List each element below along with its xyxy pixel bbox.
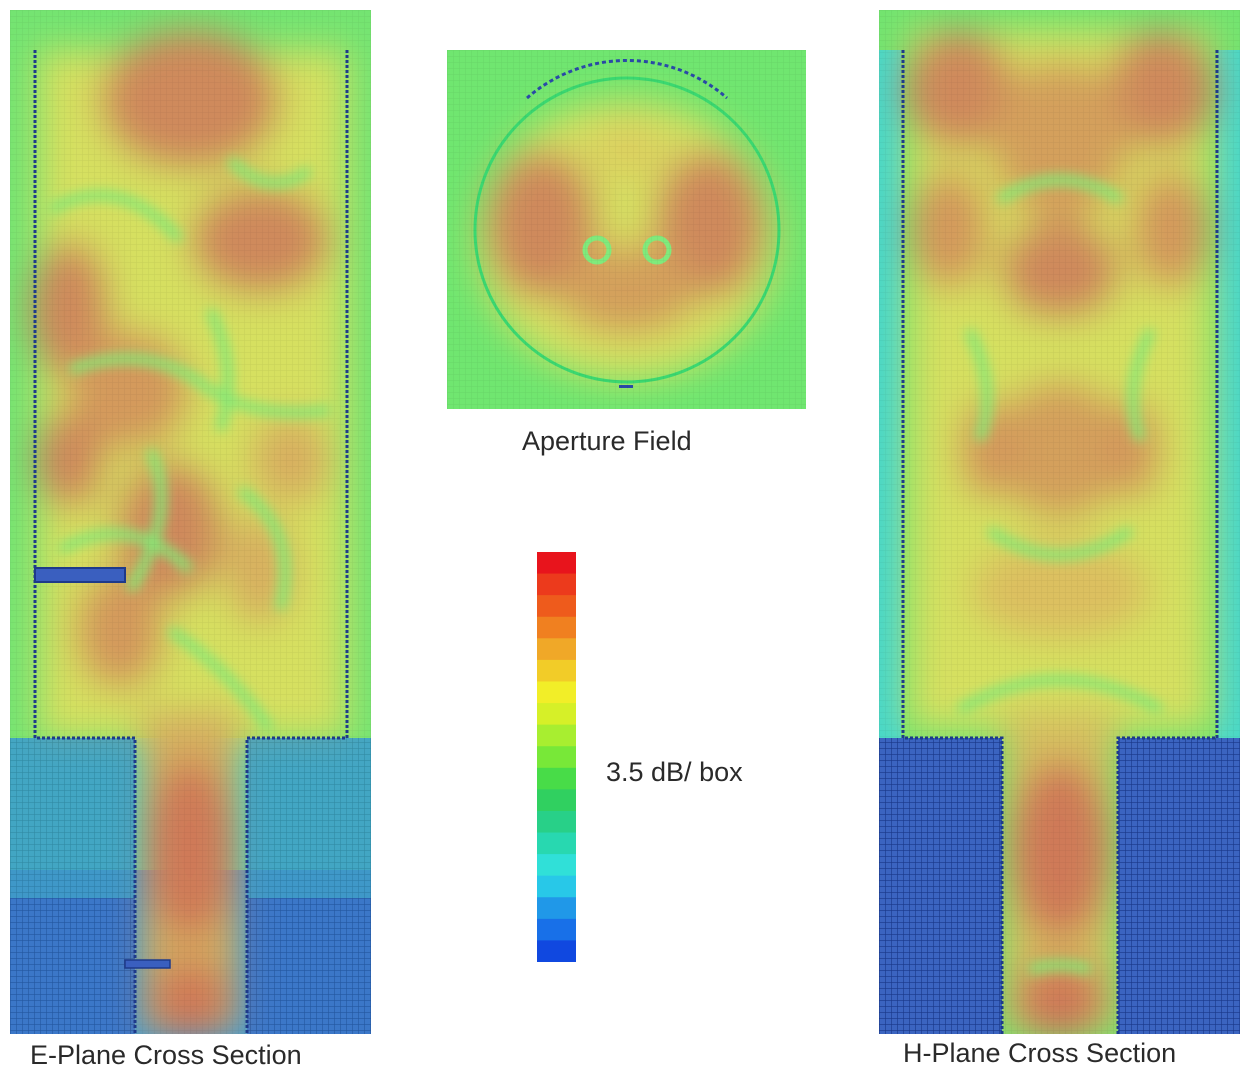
scale-label: 3.5 dB/ box [606,757,743,787]
h-plane-caption: H-Plane Cross Section [903,1038,1177,1068]
colorbar-box [537,573,576,596]
colorbar-box [537,897,576,920]
colorbar-box [537,703,576,726]
colorbar-box [537,595,576,618]
colorbar-box [537,616,576,639]
colorbar-box [537,875,576,898]
colorbar-box [537,552,576,575]
e-plane-field-map [10,10,371,1034]
e-plane-caption: E-Plane Cross Section [30,1040,302,1070]
colorbar-box [537,659,576,682]
h-plane-field-map [879,10,1240,1034]
colorbar-box [537,746,576,769]
colorbar-box [537,832,576,855]
colorbar-box [537,724,576,747]
colorbar-box [537,767,576,790]
colorbar-box [537,918,576,941]
colorbar-box [537,940,576,962]
aperture-caption: Aperture Field [522,426,692,456]
colorbar-box [537,854,576,877]
color-scale-bar [537,552,576,962]
colorbar-box [537,681,576,704]
aperture-field-map [447,50,806,409]
colorbar-box [537,638,576,661]
colorbar-box [537,789,576,812]
colorbar-box [537,810,576,834]
